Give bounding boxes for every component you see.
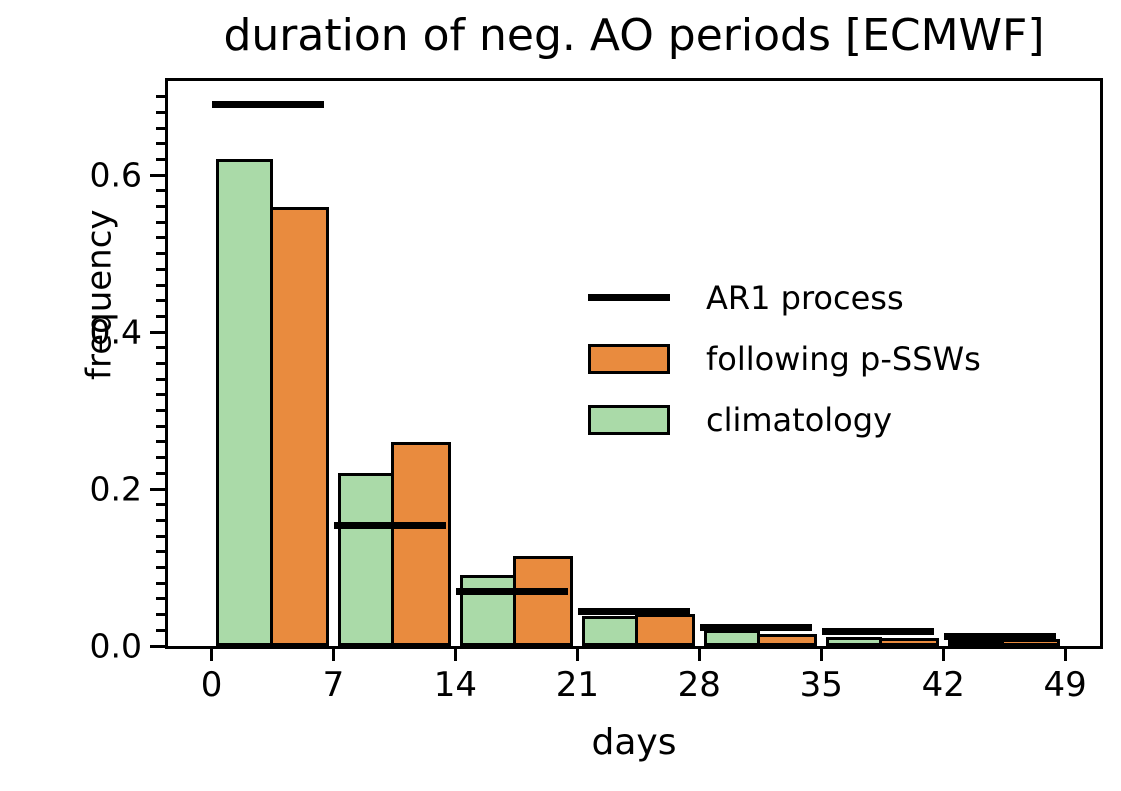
y-minor-tick (156, 377, 165, 381)
y-minor-tick (156, 220, 165, 224)
ar1-line-segment (944, 633, 1056, 641)
ar1-line-segment (212, 101, 324, 109)
y-tick-label: 0.0 (89, 626, 142, 666)
y-minor-tick (156, 126, 165, 130)
legend-entry: climatology (588, 389, 981, 450)
bar-following-pssws (1001, 638, 1061, 646)
y-minor-tick (156, 503, 165, 507)
x-major-tick (941, 646, 945, 661)
y-minor-tick (156, 518, 165, 522)
ar1-line-segment (578, 607, 690, 615)
ar1-line-segment (700, 623, 812, 631)
y-minor-tick (156, 581, 165, 585)
x-tick-label: 14 (433, 665, 478, 705)
y-minor-tick (156, 314, 165, 318)
y-minor-tick (156, 252, 165, 256)
x-axis-label: days (591, 722, 677, 763)
y-axis-label: frequency (79, 209, 120, 380)
legend-swatch-shape (588, 294, 670, 301)
legend-entry: following p-SSWs (588, 328, 981, 389)
y-major-tick (150, 330, 165, 334)
y-major-tick (150, 644, 165, 648)
legend-label: AR1 process (706, 278, 904, 317)
y-minor-tick (156, 393, 165, 397)
y-major-tick (150, 173, 165, 177)
y-tick-label: 0.2 (89, 469, 142, 509)
y-minor-tick (156, 628, 165, 632)
legend-patch-swatch (588, 343, 670, 374)
y-major-tick (150, 487, 165, 491)
ar1-line-segment (334, 522, 446, 530)
ar1-line-segment (822, 628, 934, 636)
y-minor-tick (156, 267, 165, 271)
x-major-tick (697, 646, 701, 661)
y-minor-tick (156, 110, 165, 114)
y-minor-tick (156, 362, 165, 365)
plot-area: AR1 process following p-SSWs climatology 0… (90, 78, 1103, 702)
y-minor-tick (156, 440, 165, 444)
bar-following-pssws (513, 555, 573, 646)
y-minor-tick (156, 299, 165, 303)
x-tick-label: 7 (322, 665, 345, 705)
x-major-tick (819, 646, 823, 661)
y-tick-label: 0.6 (89, 155, 142, 195)
y-minor-tick (156, 566, 165, 570)
y-minor-tick (156, 613, 165, 617)
legend-label: following p-SSWs (706, 339, 981, 378)
x-tick-label: 49 (1043, 665, 1087, 705)
bar-following-pssws (757, 634, 817, 646)
x-tick-label: 35 (799, 665, 843, 705)
y-tick-label: 0.4 (89, 312, 142, 352)
bar-climatology (582, 616, 639, 646)
bar-following-pssws (391, 441, 451, 646)
y-minor-tick (156, 550, 165, 554)
y-minor-tick (156, 471, 165, 475)
legend-line-swatch (588, 294, 670, 301)
legend-label: climatology (706, 400, 892, 439)
legend-swatch-shape (588, 343, 670, 374)
x-tick-label: 0 (200, 665, 223, 705)
chart-title: duration of neg. AO periods [ECMWF] (223, 10, 1045, 61)
y-minor-tick (156, 346, 165, 350)
y-minor-tick (156, 142, 165, 146)
legend-swatch-shape (588, 404, 670, 435)
x-major-tick (575, 646, 579, 661)
bar-climatology (825, 636, 883, 646)
bar-following-pssws (269, 206, 329, 646)
x-tick-label: 42 (921, 665, 965, 705)
y-minor-tick (156, 157, 165, 161)
ar1-line-segment (456, 587, 568, 595)
x-major-tick (453, 646, 457, 661)
y-minor-tick (156, 236, 165, 240)
y-minor-tick (156, 597, 165, 601)
y-minor-tick (156, 189, 165, 193)
y-minor-tick (156, 205, 165, 209)
y-minor-tick (156, 409, 165, 413)
y-minor-tick (156, 456, 165, 460)
bar-climatology (338, 473, 395, 646)
y-minor-tick (156, 534, 165, 538)
bar-climatology (704, 630, 761, 646)
y-minor-tick (156, 95, 165, 99)
bar-following-pssws (879, 638, 939, 646)
bar-climatology (460, 575, 517, 646)
x-tick-label: 21 (555, 665, 600, 705)
bar-climatology (216, 159, 273, 646)
bar-climatology (947, 639, 1005, 646)
x-major-tick (210, 646, 214, 661)
x-major-tick (1063, 646, 1067, 661)
y-minor-tick (156, 424, 165, 428)
y-minor-tick (156, 283, 165, 287)
x-major-tick (331, 646, 335, 661)
bar-following-pssws (635, 613, 695, 646)
legend: AR1 process following p-SSWs climatology (588, 267, 981, 450)
x-tick-label: 28 (677, 665, 721, 705)
legend-entry: AR1 process (588, 267, 981, 328)
legend-patch-swatch (588, 404, 670, 435)
